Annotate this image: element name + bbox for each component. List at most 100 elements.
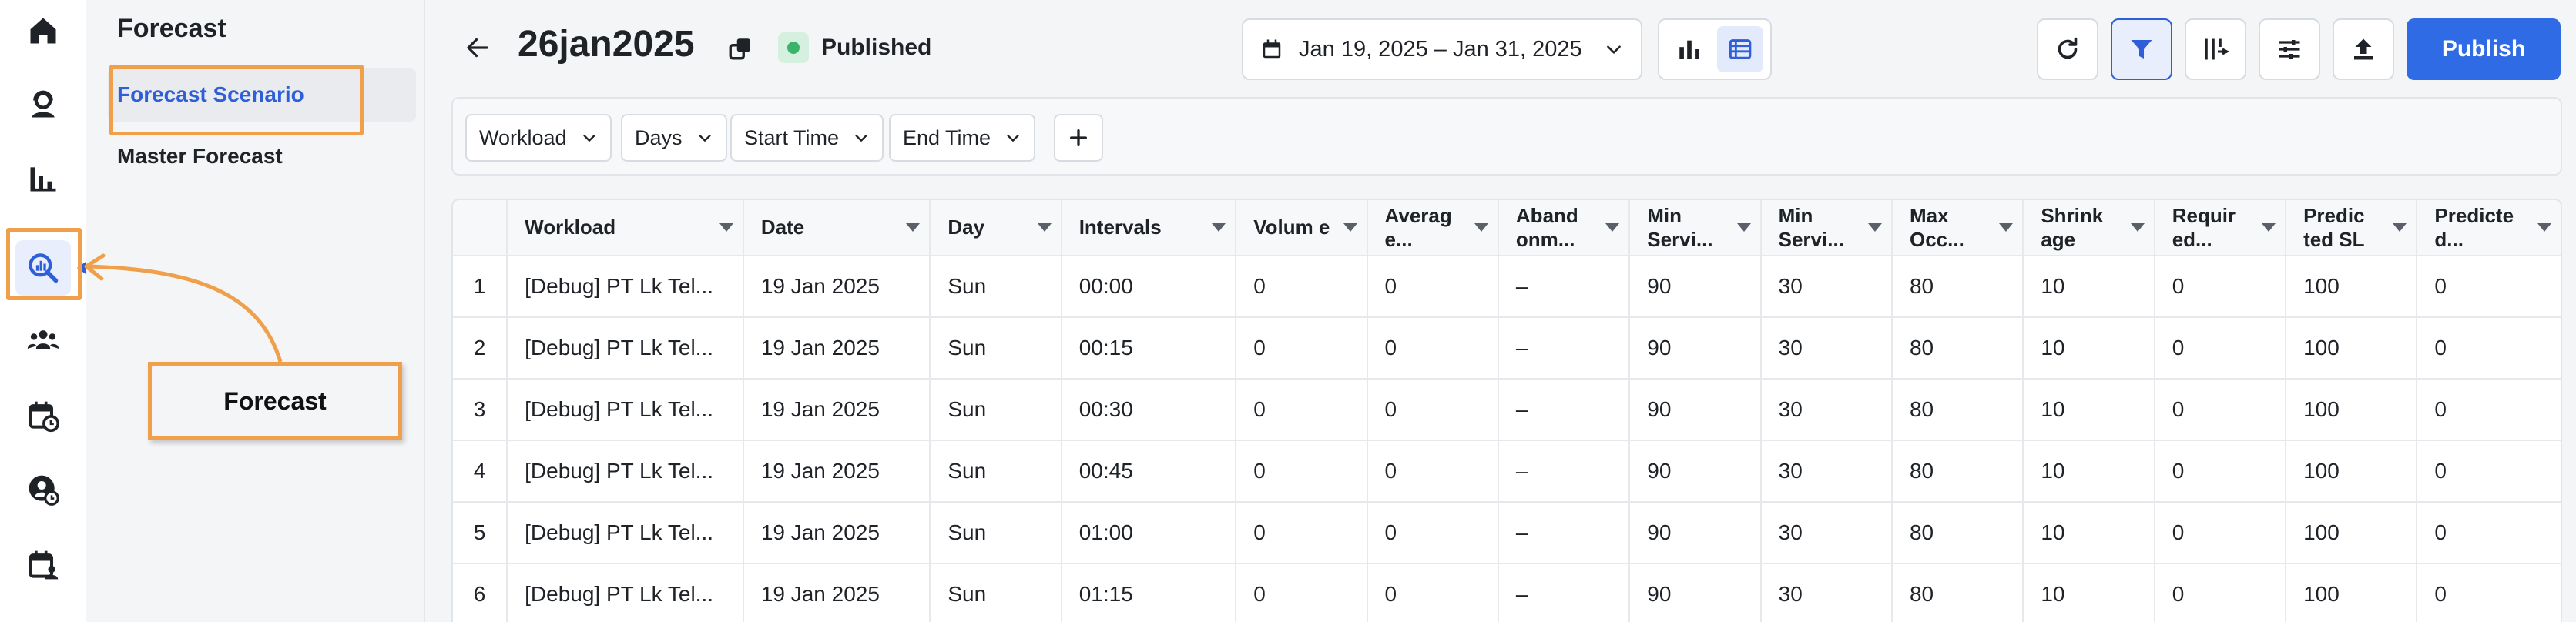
rail-home[interactable] [15,3,71,59]
table-cell: 0 [1236,256,1368,318]
table-cell: 0 [1367,317,1499,380]
columns-icon [2205,38,2229,60]
sort-caret-icon[interactable] [1212,223,1226,232]
table-cell: 0 [2154,563,2287,622]
filter-days[interactable]: Days [621,114,727,162]
filter-workload[interactable]: Workload [465,114,612,162]
column-header[interactable]: Shrink age [2023,200,2155,256]
table-cell: [Debug] PT Lk Tel... [507,317,744,380]
rail-team[interactable] [15,313,71,368]
add-filter-button[interactable] [1054,114,1103,162]
column-header-label: Min Servi... [1647,203,1713,251]
column-header-content: Volum e [1253,216,1357,239]
submenu-item-forecast-scenario[interactable]: Forecast Scenario [108,68,416,122]
filter-end-time[interactable]: End Time [889,114,1036,162]
table-cell: 0 [2417,317,2561,380]
table-cell: 30 [1760,317,1893,380]
table-cell: 100 [2286,256,2418,318]
table-cell: 30 [1760,440,1893,503]
main-content: 26jan2025 Published Jan 19, 2025 – Jan 3… [425,0,2576,622]
submenu-item-master-forecast[interactable]: Master Forecast [108,129,416,183]
page-title: 26jan2025 [518,24,695,65]
sort-caret-icon[interactable] [1037,223,1052,232]
column-header-label: Max Occ... [1909,203,1964,251]
table-cell: [Debug] PT Lk Tel... [507,440,744,503]
settings-button[interactable] [2259,18,2320,80]
column-header[interactable]: Workload [507,200,744,256]
agent-icon [32,90,55,118]
filter-label: Start Time [744,125,840,149]
column-header-content: Shrink age [2041,204,2145,252]
rail-analytics[interactable] [15,151,71,206]
table-cell: 0 [2417,379,2561,441]
table-cell: 00:00 [1061,256,1237,318]
copy-icon[interactable] [727,35,753,62]
back-button[interactable] [459,29,496,66]
forecast-submenu: Forecast Forecast Scenario Master Foreca… [86,0,425,622]
table-cell: Sun [930,256,1062,318]
sort-caret-icon[interactable] [1474,223,1488,232]
rail-schedule[interactable] [15,388,71,443]
column-header[interactable]: Aband onm... [1498,200,1631,256]
column-header[interactable]: Max Occ... [1891,200,2024,256]
sort-caret-icon[interactable] [1999,223,2014,232]
export-button[interactable] [2333,18,2394,80]
table-cell: 0 [1367,256,1499,318]
sort-caret-icon[interactable] [2262,223,2276,232]
column-header[interactable]: Requir ed... [2154,200,2287,256]
column-header[interactable]: Predic ted SL [2286,200,2418,256]
sort-caret-icon[interactable] [2393,223,2407,232]
sort-caret-icon[interactable] [906,223,921,232]
columns-button[interactable] [2185,18,2246,80]
view-toggle [1658,18,1772,80]
column-header[interactable]: Day [930,200,1062,256]
rail-user-clock[interactable] [15,462,71,517]
status-text: Published [821,35,932,60]
rail-agent[interactable] [15,77,71,132]
table-cell: 0 [1367,502,1499,564]
table-row[interactable]: 2 [Debug] PT Lk Tel... 19 Jan 2025 Sun 00:15… [453,317,2561,380]
table-row[interactable]: 5 [Debug] PT Lk Tel... 19 Jan 2025 Sun 01:00… [453,502,2561,564]
sort-caret-icon[interactable] [2537,223,2551,232]
table-cell: 10 [2023,563,2155,622]
row-index: 4 [453,440,508,503]
table-view-button[interactable] [1717,26,1763,72]
column-header[interactable]: Averag e... [1367,200,1499,256]
sort-caret-icon[interactable] [1343,223,1357,232]
rail-calendar-user[interactable] [15,537,71,593]
calendar-user-icon [29,550,59,580]
sort-caret-icon[interactable] [2130,223,2145,232]
column-header[interactable]: Min Servi... [1760,200,1893,256]
column-header-content: Max Occ... [1909,203,2014,252]
column-header[interactable]: Date [743,200,931,256]
column-header[interactable]: Min Servi... [1629,200,1762,256]
column-header-label: Aband onm... [1515,203,1578,251]
column-header-content: Predicte d... [2434,204,2551,252]
chart-view-button[interactable] [1666,26,1712,72]
row-index: 6 [453,563,508,622]
column-header[interactable]: Volum e [1236,200,1368,256]
row-index: 3 [453,379,508,441]
table-cell: 0 [2417,502,2561,564]
table-row[interactable]: 6 [Debug] PT Lk Tel... 19 Jan 2025 Sun 01:15… [453,563,2561,622]
table-cell: Sun [930,502,1062,564]
column-header-label: Day [948,216,985,239]
table-cell: 90 [1629,502,1762,564]
sort-caret-icon[interactable] [719,223,733,232]
sort-caret-icon[interactable] [1867,223,1882,232]
column-header[interactable]: Intervals [1061,200,1237,256]
filter-button[interactable] [2111,18,2172,80]
filter-start-time[interactable]: Start Time [730,114,884,162]
table-row[interactable]: 4 [Debug] PT Lk Tel... 19 Jan 2025 Sun 00:45… [453,440,2561,503]
column-header-content: Averag e... [1385,204,1488,252]
date-range-picker[interactable]: Jan 19, 2025 – Jan 31, 2025 [1242,18,1642,80]
column-header[interactable]: Predicte d... [2417,200,2561,256]
publish-button[interactable]: Publish [2407,18,2561,80]
sort-caret-icon[interactable] [1736,223,1751,232]
column-header-label: Requir ed... [2172,203,2236,251]
refresh-button[interactable] [2037,18,2098,80]
sort-caret-icon[interactable] [1605,223,1620,232]
table-row[interactable]: 1 [Debug] PT Lk Tel... 19 Jan 2025 Sun 00:00… [453,256,2561,318]
table-row[interactable]: 3 [Debug] PT Lk Tel... 19 Jan 2025 Sun 00:30… [453,379,2561,441]
column-header-label: Min Servi... [1778,203,1844,251]
